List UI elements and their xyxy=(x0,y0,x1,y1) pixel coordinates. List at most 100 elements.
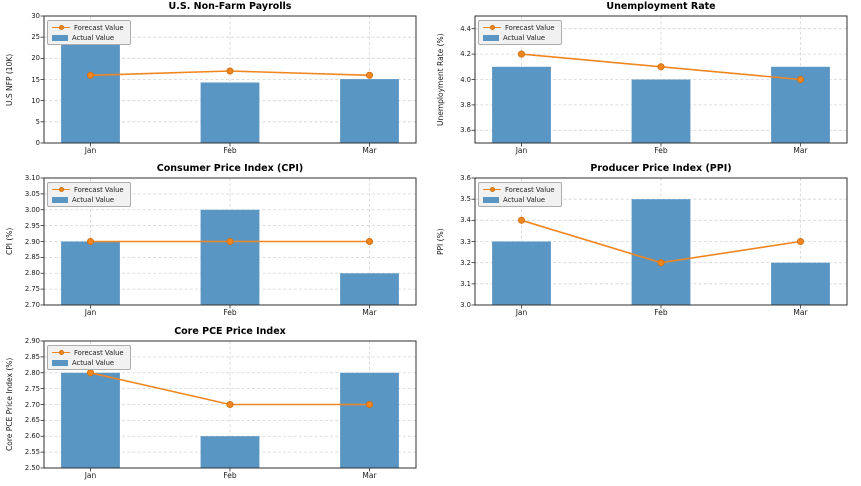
actual-bars xyxy=(61,42,399,144)
y-tick-label: 3.5 xyxy=(460,195,471,204)
y-tick-label: 2.70 xyxy=(24,400,40,409)
y-tick-label: 2.60 xyxy=(24,432,40,441)
y-tick-label: 5 xyxy=(35,117,40,126)
x-tick-label: Mar xyxy=(362,471,377,480)
plot-svg xyxy=(471,15,848,147)
y-tick-label: 4.2 xyxy=(460,50,471,59)
actual-bars xyxy=(492,199,830,305)
x-tick-label: Mar xyxy=(793,308,808,317)
legend-item-forecast: Forecast Value xyxy=(483,23,555,32)
y-tick-label: 2.75 xyxy=(24,285,40,294)
legend-label-actual: Actual Value xyxy=(503,195,546,204)
y-tick-label: 2.95 xyxy=(24,221,40,230)
x-tick-label: Mar xyxy=(362,146,377,155)
plot-svg xyxy=(40,15,417,147)
forecast-markers xyxy=(517,50,805,84)
forecast-line-swatch xyxy=(483,185,501,194)
y-tick-label: 3.05 xyxy=(24,189,40,198)
legend-item-forecast: Forecast Value xyxy=(52,23,124,32)
y-tick-label: 2.80 xyxy=(24,368,40,377)
plot-border xyxy=(43,15,417,144)
actual-bar-swatch xyxy=(52,196,68,203)
legend-label-forecast: Forecast Value xyxy=(74,348,124,357)
x-tick-label: Feb xyxy=(654,308,668,317)
legend: Forecast Value Actual Value xyxy=(47,20,131,45)
y-tick-label: 2.80 xyxy=(24,269,40,278)
plot-svg xyxy=(471,177,848,309)
actual-bar-swatch xyxy=(483,196,499,203)
x-tick-label: Feb xyxy=(223,308,237,317)
legend-item-forecast: Forecast Value xyxy=(52,185,124,194)
legend-label-actual: Actual Value xyxy=(72,33,115,42)
legend-label-forecast: Forecast Value xyxy=(74,23,124,32)
y-tick-label: 3.6 xyxy=(460,126,471,135)
actual-bar-swatch xyxy=(52,359,68,366)
legend: Forecast Value Actual Value xyxy=(478,182,562,207)
chart-title: Unemployment Rate xyxy=(606,1,716,12)
x-tick-label: Feb xyxy=(654,146,668,155)
marker-dot-icon xyxy=(489,187,495,192)
y-tick-label: 3.10 xyxy=(24,174,40,182)
x-tick-label: Jan xyxy=(84,308,97,317)
chart-title: Core PCE Price Index xyxy=(174,326,286,337)
y-tick-label: 2.65 xyxy=(24,416,40,425)
legend-label-forecast: Forecast Value xyxy=(505,23,555,32)
x-tick-label: Jan xyxy=(84,146,97,155)
y-tick-label: 30 xyxy=(31,12,40,20)
y-tick-label: 3.1 xyxy=(460,279,471,288)
legend-item-actual: Actual Value xyxy=(52,195,124,204)
y-tick-label: 2.85 xyxy=(24,352,40,361)
plot-svg xyxy=(40,340,417,472)
y-tick-label: 4.4 xyxy=(460,24,471,33)
y-tick-label: 2.90 xyxy=(24,237,40,246)
actual-bar-swatch xyxy=(52,34,68,41)
legend-label-actual: Actual Value xyxy=(72,195,115,204)
legend-label-forecast: Forecast Value xyxy=(74,185,124,194)
forecast-markers xyxy=(86,237,374,246)
plot-border xyxy=(43,340,417,469)
forecast-markers xyxy=(86,67,374,79)
plot-area xyxy=(471,177,848,309)
axis-ticks xyxy=(40,177,370,309)
y-tick-label: 3.8 xyxy=(460,100,471,109)
y-tick-label: 3.0 xyxy=(460,301,471,309)
plot-border xyxy=(474,177,848,306)
x-tick-label: Jan xyxy=(515,146,528,155)
axis-ticks xyxy=(40,15,370,147)
y-tick-label: 20 xyxy=(31,54,40,63)
legend: Forecast Value Actual Value xyxy=(47,345,131,370)
actual-bars xyxy=(492,66,830,143)
chart-title: Consumer Price Index (CPI) xyxy=(156,163,304,174)
legend-item-actual: Actual Value xyxy=(52,33,124,42)
chart-title: U.S. Non-Farm Payrolls xyxy=(168,1,292,12)
legend-item-actual: Actual Value xyxy=(52,358,124,367)
y-tick-label: 3.2 xyxy=(460,258,471,267)
subplot-ppi: Producer Price Index (PPI) PPI (%) Forec… xyxy=(431,162,861,322)
x-tick-label: Jan xyxy=(84,471,97,480)
y-tick-label: 10 xyxy=(31,96,40,105)
actual-bars xyxy=(61,372,399,468)
y-tick-label: 2.55 xyxy=(24,448,40,457)
forecast-line-swatch xyxy=(52,185,70,194)
marker-dot-icon xyxy=(489,25,495,30)
marker-dot-icon xyxy=(58,187,64,192)
axis-ticks xyxy=(40,340,370,472)
x-tick-label: Mar xyxy=(793,146,808,155)
legend-item-actual: Actual Value xyxy=(483,195,555,204)
plot-border xyxy=(474,15,848,144)
subplot-core-pce: Core PCE Price Index Core PCE Price Inde… xyxy=(0,325,430,485)
axis-ticks xyxy=(471,28,801,147)
forecast-markers xyxy=(517,216,805,267)
subplot-cpi: Consumer Price Index (CPI) CPI (%) Forec… xyxy=(0,162,430,322)
subplot-nonfarm-payrolls: U.S. Non-Farm Payrolls U.S NFP (10K) For… xyxy=(0,0,430,160)
plot-area xyxy=(471,15,848,147)
forecast-line-swatch xyxy=(52,23,70,32)
y-tick-label: 2.90 xyxy=(24,337,40,345)
y-tick-label: 3.00 xyxy=(24,205,40,214)
legend: Forecast Value Actual Value xyxy=(478,20,562,45)
y-tick-label: 3.4 xyxy=(460,216,471,225)
y-tick-label: 2.70 xyxy=(24,301,40,309)
legend-item-forecast: Forecast Value xyxy=(483,185,555,194)
marker-dot-icon xyxy=(58,25,64,30)
